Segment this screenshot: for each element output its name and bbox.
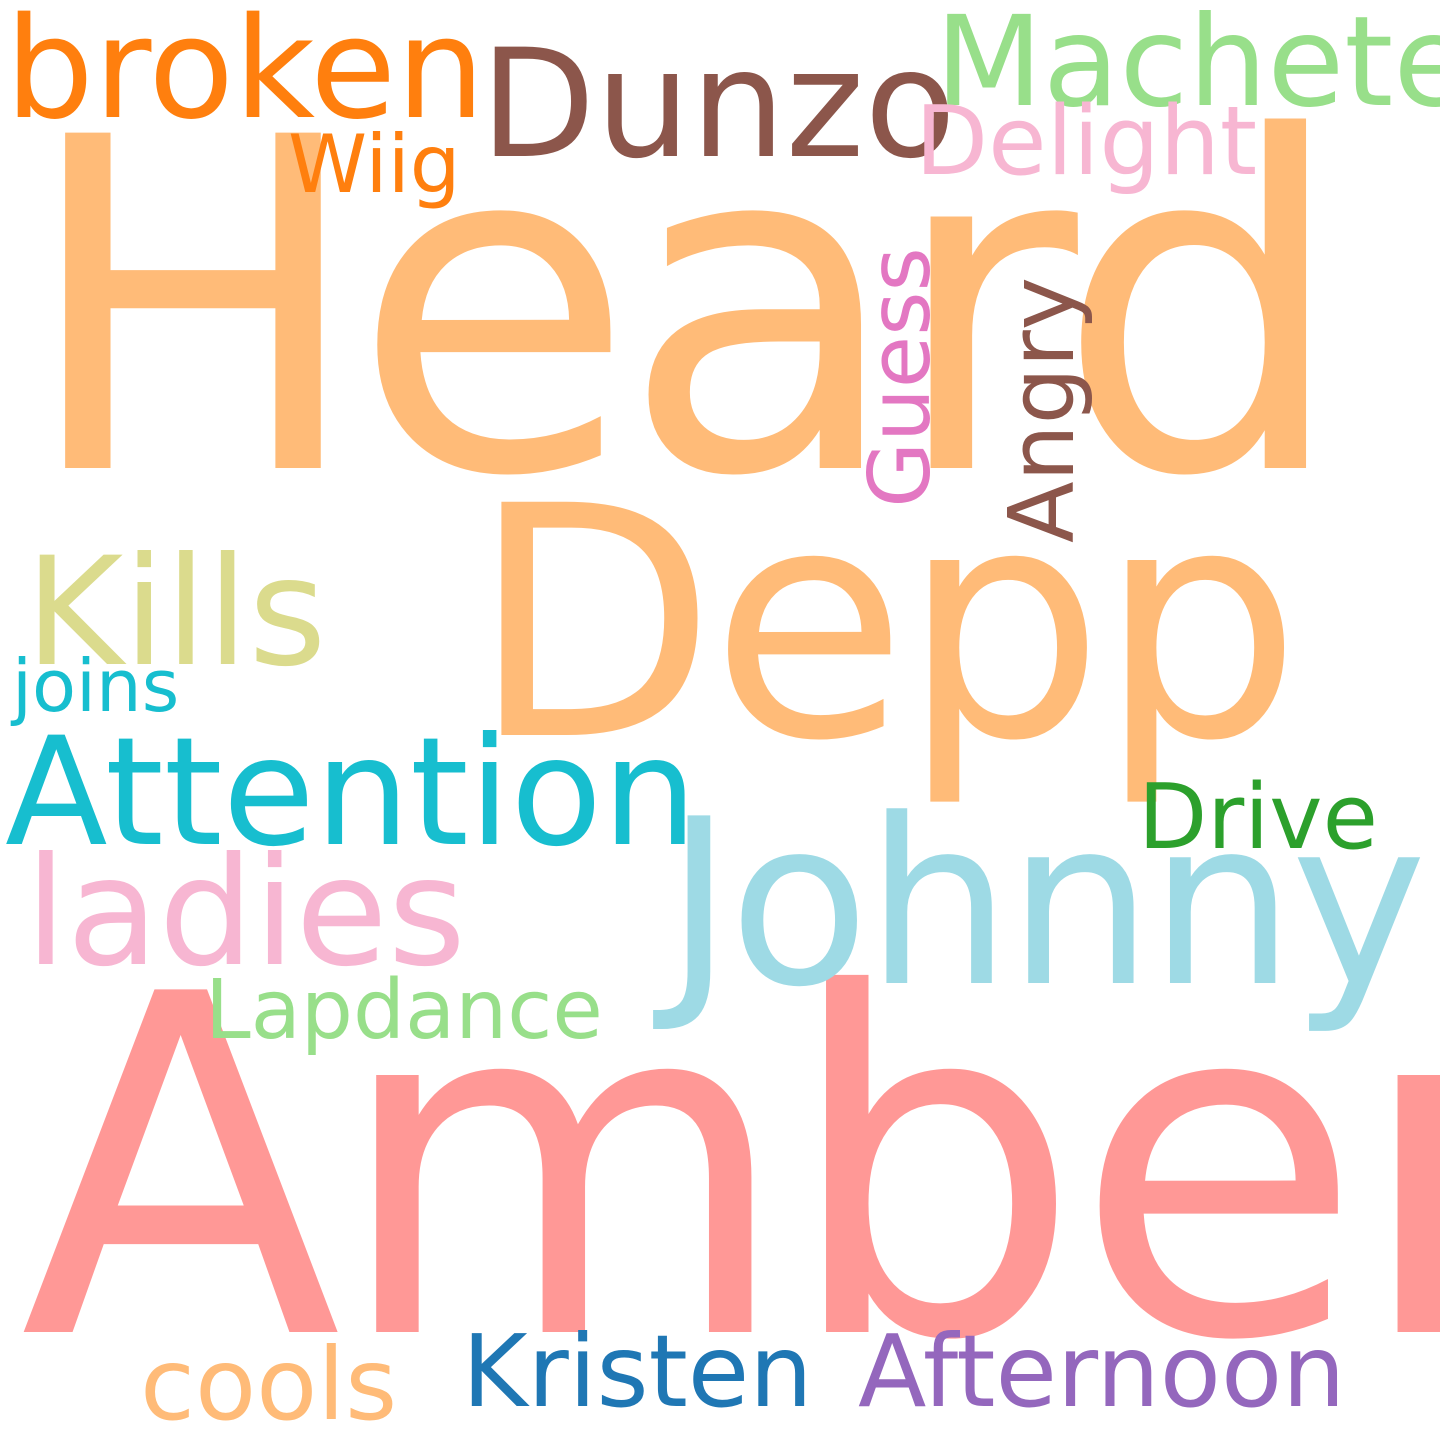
- word-angry: Angry: [990, 276, 1096, 544]
- word-attention: Attention: [5, 706, 698, 880]
- word-drive: Drive: [1138, 765, 1378, 870]
- word-lapdance: Lapdance: [205, 963, 603, 1058]
- word-machete: Machete: [935, 0, 1440, 135]
- word-joins: joins: [12, 644, 180, 728]
- word-johnny: Johnny: [665, 771, 1427, 1038]
- word-ladies: ladies: [25, 826, 466, 1000]
- word-wiig: Wiig: [288, 118, 461, 211]
- word-dunzo: Dunzo: [480, 18, 957, 192]
- word-cools: cools: [140, 1326, 398, 1440]
- word-delight: Delight: [915, 87, 1258, 197]
- word-kills: Kills: [25, 526, 327, 700]
- word-heard: Heard: [20, 42, 1348, 577]
- word-depp: Depp: [470, 439, 1302, 811]
- word-guess: Guess: [850, 247, 950, 508]
- word-kristen: Kristen: [462, 1313, 813, 1430]
- word-amber: Amber: [20, 896, 1440, 1440]
- word-afternoon: Afternoon: [858, 1313, 1346, 1430]
- word-broken: broken: [5, 0, 485, 151]
